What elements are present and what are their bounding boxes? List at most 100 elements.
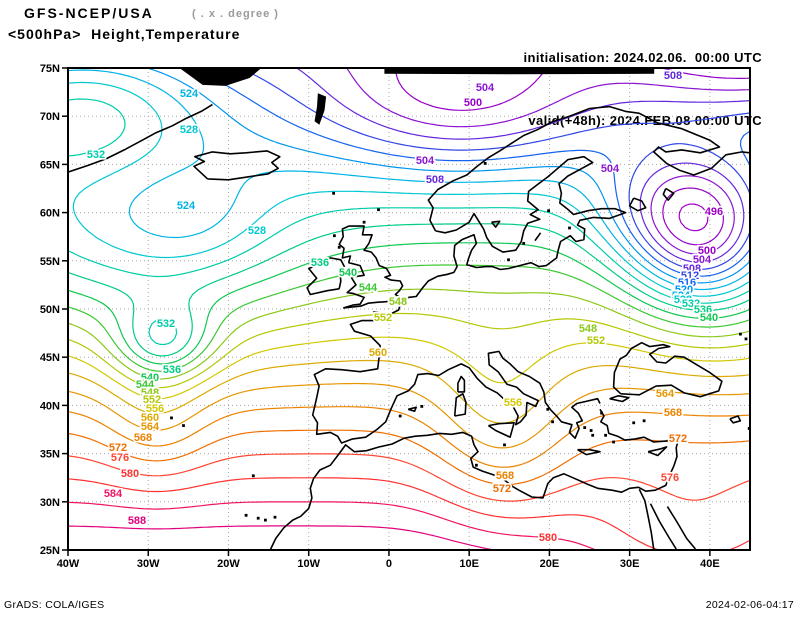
contour-label: 544 xyxy=(359,282,378,294)
contour-line-588 xyxy=(68,525,495,550)
coastlines xyxy=(68,68,750,550)
island-dot xyxy=(503,443,506,447)
coastline-mallorca xyxy=(407,406,417,412)
coastline-mainland-north-baltic xyxy=(408,155,627,299)
island-dot xyxy=(483,162,487,165)
lat-axis-label: 30N xyxy=(40,497,60,509)
initialisation-line: initialisation: 2024.02.06. 00:00 UTC xyxy=(523,50,762,65)
coastline-ireland xyxy=(306,257,346,296)
model-title: GFS-NCEP/USA xyxy=(24,5,154,21)
contour-label: 576 xyxy=(111,452,129,464)
contour-label: 552 xyxy=(587,335,605,347)
island-dot xyxy=(600,411,603,415)
contour-label: 588 xyxy=(128,515,146,527)
contour-label: 540 xyxy=(700,312,718,324)
lat-axis-label: 60N xyxy=(40,208,60,220)
contour-label: 548 xyxy=(141,387,159,399)
island-dot xyxy=(632,421,636,425)
contour-line-532 xyxy=(68,98,750,346)
contour-line-572 xyxy=(68,429,750,486)
lon-axis-label: 40E xyxy=(700,558,720,570)
coastline-crete xyxy=(577,448,601,456)
contour-line-528 xyxy=(68,81,750,297)
contour-label: 552 xyxy=(374,312,392,324)
contour-label: 524 xyxy=(177,200,196,212)
contour-line-556 xyxy=(68,336,750,400)
contour-line-584 xyxy=(68,501,597,550)
coastline-lake-ladoga xyxy=(628,197,647,212)
island-dot xyxy=(251,474,255,478)
contour-label: 572 xyxy=(109,442,127,454)
island-dot xyxy=(475,463,478,467)
contour-label: 540 xyxy=(339,267,357,279)
island-dot xyxy=(256,516,260,520)
island-dot xyxy=(170,416,173,420)
contour-label: 508 xyxy=(664,70,682,82)
contour-line-504 xyxy=(346,68,750,255)
contour-label: 560 xyxy=(369,347,387,359)
island-dot xyxy=(546,407,550,411)
contour-label: 512 xyxy=(681,270,699,282)
coastline-cyprus xyxy=(647,446,668,457)
island-dot xyxy=(522,242,526,245)
contour-label: 584 xyxy=(104,488,123,500)
lon-axis-label: 10E xyxy=(459,558,479,570)
contour-label: 496 xyxy=(705,206,723,218)
island-dot xyxy=(642,419,646,423)
island-dot xyxy=(744,337,748,341)
contour-line-552 xyxy=(68,312,750,389)
island-dot xyxy=(547,209,550,213)
lon-axis-label: 10W xyxy=(297,558,320,570)
run-info: initialisation: 2024.02.06. 00:00 UTC va… xyxy=(524,5,762,173)
lon-axis-label: 30W xyxy=(137,558,160,570)
contour-label: 564 xyxy=(141,421,160,433)
contour-label: 580 xyxy=(121,468,139,480)
island-dot xyxy=(377,208,380,212)
contour-label: 548 xyxy=(579,323,597,335)
island-dot xyxy=(398,414,402,418)
contour-label: 520 xyxy=(675,284,693,296)
contour-label: 540 xyxy=(141,372,159,384)
island-dot xyxy=(182,424,185,427)
coastline-lake-vanern xyxy=(490,220,501,228)
contour-label: 568 xyxy=(496,470,514,482)
landmass-jan-mayen-streak xyxy=(314,93,327,125)
contour-label: 536 xyxy=(163,364,181,376)
island-dot xyxy=(332,191,335,195)
island-dot xyxy=(362,220,366,224)
lat-axis-label: 70N xyxy=(40,111,60,123)
contour-label: 504 xyxy=(601,163,620,175)
contour-label: 580 xyxy=(539,532,557,544)
contour-line-496 xyxy=(678,203,709,232)
island-dot xyxy=(591,433,595,437)
island-dot xyxy=(273,515,277,519)
island-dot xyxy=(568,226,571,230)
lon-axis-label: 0 xyxy=(386,558,392,570)
island-dot xyxy=(612,440,615,444)
island-dot xyxy=(244,513,248,517)
grid-lines xyxy=(68,68,750,550)
contour-line-536 xyxy=(68,223,750,357)
contour-label: 568 xyxy=(134,432,152,444)
landmass-greenland-northeast-mass xyxy=(179,68,262,86)
lat-axis-label: 55N xyxy=(40,256,60,268)
contour-line-508 xyxy=(296,68,750,263)
contour-line-580 xyxy=(68,477,750,550)
contour-label: 516 xyxy=(678,277,696,289)
coastline-black-sea xyxy=(612,341,723,398)
coastline-corsica xyxy=(457,375,466,393)
coastline-norway-kola-whitesea xyxy=(427,105,750,232)
island-dot xyxy=(747,427,750,430)
island-dot xyxy=(507,258,510,262)
contour-label: 548 xyxy=(389,296,407,308)
contour-label: 532 xyxy=(157,318,175,330)
lon-axis-label: 20E xyxy=(540,558,560,570)
lat-axis-label: 65N xyxy=(40,159,60,171)
island-dot xyxy=(333,234,336,238)
contour-label: 524 xyxy=(180,88,199,100)
coastline-lake-onega xyxy=(662,187,675,201)
lat-axis-label: 45N xyxy=(40,352,60,364)
contour-label: 536 xyxy=(694,304,712,316)
contour-label: 500 xyxy=(464,97,482,109)
coastline-sea-of-marmara xyxy=(609,395,630,403)
